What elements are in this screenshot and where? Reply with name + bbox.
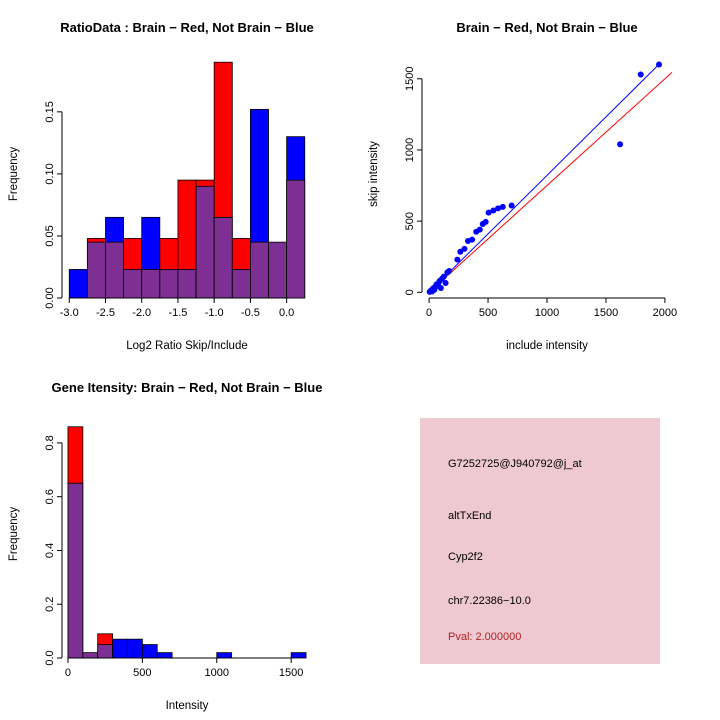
info-box: G7252725@J940792@j_at altTxEnd Cyp2f2 ch…	[420, 418, 660, 664]
svg-text:1500: 1500	[279, 667, 303, 679]
ratio-histogram-ylabel: Frequency	[8, 146, 20, 202]
gene-histogram-chart: 0 500 1000 1500 0.0 0.2 0.4 0.6 0.8	[44, 426, 307, 679]
svg-text:0.00: 0.00	[44, 287, 56, 308]
svg-text:0.0: 0.0	[279, 307, 294, 319]
svg-text:0: 0	[404, 289, 416, 295]
panel-ratio-histogram: -3.0 -2.5 -2.0 -1.5 -1.0 -0.5 0.0 0.00 0.05 0.10 0…	[0, 0, 360, 360]
svg-text:500: 500	[404, 212, 416, 230]
pval-text: Pval: 2.000000	[448, 631, 522, 643]
svg-text:2000: 2000	[653, 307, 677, 319]
svg-text:1000: 1000	[535, 307, 559, 319]
svg-text:-3.0: -3.0	[60, 307, 79, 319]
svg-text:1000: 1000	[404, 138, 416, 162]
probe-id-text: G7252725@J940792@j_at	[448, 458, 582, 470]
svg-text:0.2: 0.2	[44, 597, 56, 612]
gene-name-text: Cyp2f2	[448, 551, 483, 563]
svg-text:0.10: 0.10	[44, 163, 56, 184]
event-type-text: altTxEnd	[448, 510, 492, 522]
ratio-histogram-title: RatioData : Brain − Red, Not Brain − Blu…	[60, 20, 314, 35]
scatter-xlabel: include intensity	[506, 340, 588, 352]
gene-histogram-ylabel: Frequency	[8, 506, 20, 562]
svg-text:0.6: 0.6	[44, 489, 56, 504]
intensity-scatter-chart: 0 500 1000 1500 2000 0 500 1000 1500	[404, 61, 677, 319]
svg-text:0.0: 0.0	[44, 650, 56, 665]
svg-text:500: 500	[479, 307, 497, 319]
svg-text:0.05: 0.05	[44, 225, 56, 246]
svg-text:0: 0	[65, 667, 71, 679]
ratio-histogram-xlabel: Log2 Ratio Skip/Include	[126, 340, 248, 352]
svg-text:500: 500	[133, 667, 151, 679]
locus-text: chr7.22386−10.0	[448, 595, 531, 607]
panel-info: G7252725@J940792@j_at altTxEnd Cyp2f2 ch…	[360, 360, 720, 720]
svg-text:-2.0: -2.0	[132, 307, 151, 319]
svg-text:0.8: 0.8	[44, 435, 56, 450]
scatter-title: Brain − Red, Not Brain − Blue	[456, 20, 638, 35]
svg-text:1500: 1500	[594, 307, 618, 319]
gene-histogram-title: Gene Itensity: Brain − Red, Not Brain − …	[51, 380, 323, 395]
svg-text:-0.5: -0.5	[241, 307, 260, 319]
svg-text:0.4: 0.4	[44, 543, 56, 558]
scatter-ylabel: skip intensity	[368, 141, 380, 207]
svg-text:-1.5: -1.5	[168, 307, 187, 319]
ratio-histogram-chart: -3.0 -2.5 -2.0 -1.5 -1.0 -0.5 0.0 0.00 0.05 0.10 0…	[44, 61, 306, 319]
svg-text:1500: 1500	[404, 67, 416, 91]
svg-text:0.15: 0.15	[44, 101, 56, 122]
svg-text:-2.5: -2.5	[96, 307, 115, 319]
panel-intensity-scatter: 0 500 1000 1500 2000 0 500 1000 1500 Brain − Red…	[360, 0, 720, 360]
gene-histogram-xlabel: Intensity	[165, 700, 209, 712]
svg-text:0: 0	[426, 307, 432, 319]
panel-gene-histogram: 0 500 1000 1500 0.0 0.2 0.4 0.6 0.8 Gene Itensit…	[0, 360, 360, 720]
svg-text:1000: 1000	[205, 667, 229, 679]
svg-text:-1.0: -1.0	[205, 307, 224, 319]
